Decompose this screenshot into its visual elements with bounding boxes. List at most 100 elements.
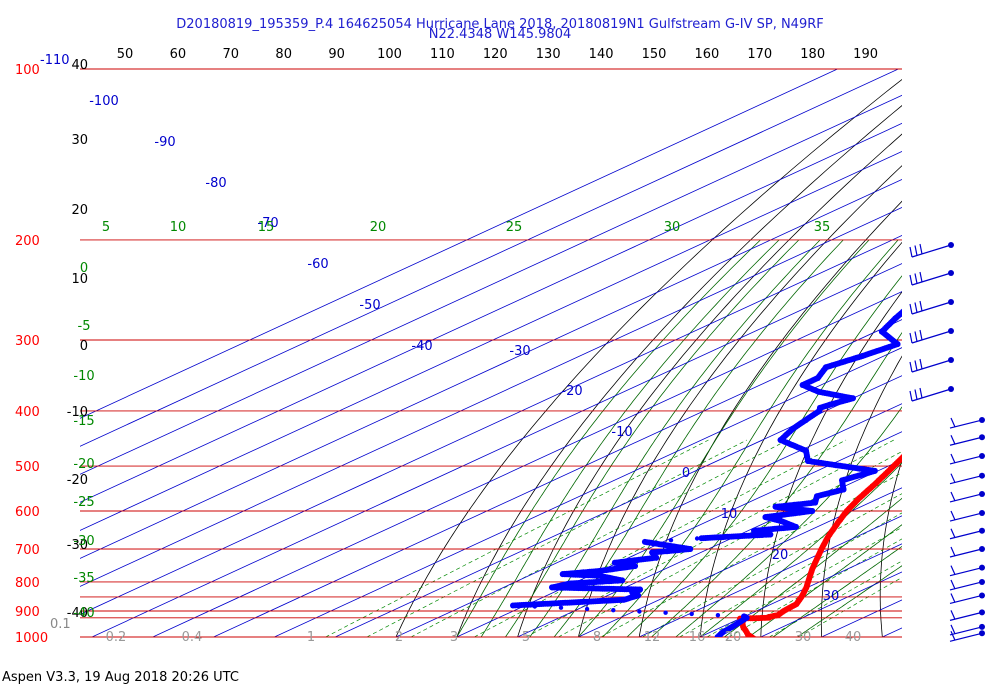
- isotherm-label: -80: [205, 176, 226, 191]
- wind-staff: [911, 272, 952, 286]
- mixing-ratio-left-label: -20: [73, 457, 94, 472]
- temperature-point: [985, 359, 991, 365]
- top-temperature-label: 100: [377, 47, 402, 62]
- mixing-ratio-bottom-label: 30: [795, 630, 812, 645]
- pressure-tick-label: 400: [15, 405, 40, 420]
- temperature-point: [962, 387, 968, 393]
- isotherm-label: -10: [611, 425, 632, 440]
- dewpoint-point: [584, 606, 590, 612]
- dewpoint-point: [904, 305, 910, 311]
- temperature-point: [964, 385, 970, 391]
- temperature-point: [946, 406, 952, 412]
- temperature-point: [945, 408, 951, 414]
- wind-feather: [919, 271, 923, 283]
- dewpoint-point: [936, 295, 942, 301]
- wind-feather: [950, 624, 956, 635]
- mixing-ratio-bottom-label: 5: [522, 630, 530, 645]
- mixing-ratio-left-label: 0: [80, 261, 88, 276]
- moist-adiabat: [772, 545, 902, 637]
- mixing-ratio-bottom-label: 16: [689, 630, 706, 645]
- wind-staff: [911, 330, 952, 344]
- dewpoint-point: [922, 299, 928, 305]
- temperature-point: [975, 370, 981, 376]
- dewpoint-point: [944, 293, 950, 299]
- isotherm-label: 0: [682, 466, 690, 481]
- temperature-point: [954, 399, 960, 405]
- top-temperature-label: 140: [589, 47, 614, 62]
- mixing-ratio-top-label: 20: [370, 220, 387, 235]
- dewpoint-point: [558, 605, 564, 610]
- dewpoint-point: [926, 298, 932, 304]
- dewpoint-point: [994, 247, 1000, 253]
- temperature-point: [899, 454, 902, 461]
- pressure-tick-label: 300: [15, 334, 40, 349]
- isotherm-label: -70: [257, 216, 278, 231]
- mixing-ratio-left-label: -30: [73, 534, 94, 549]
- temperature-point: [933, 420, 939, 426]
- temperature-point: [924, 429, 930, 435]
- pressure-tick-label: 100: [15, 63, 40, 78]
- dry-adiabat: [699, 241, 902, 637]
- isotherm: [80, 122, 902, 503]
- isotherm: [152, 291, 902, 637]
- temperature-point: [996, 347, 1000, 353]
- isotherm: [80, 178, 902, 559]
- dewpoint-point: [899, 309, 902, 315]
- temperature-point: [942, 411, 948, 417]
- wind-feather: [909, 390, 913, 402]
- dewpoint-point: [983, 264, 989, 270]
- wind-feather: [950, 528, 956, 538]
- mixing-ratio-left-label: -35: [73, 571, 94, 586]
- temperature-point: [972, 374, 978, 380]
- mixing-ratio-bottom-label: 40: [845, 630, 862, 645]
- pressure-tick-label: 700: [15, 543, 40, 558]
- dewpoint-point: [946, 292, 952, 298]
- pressure-tick-label: 800: [15, 576, 40, 591]
- dewpoint-point: [947, 290, 953, 296]
- mixing-ratio-top-label: 35: [814, 220, 831, 235]
- wind-barb: [949, 452, 985, 465]
- wind-barb: [949, 609, 985, 621]
- wind-feather: [950, 510, 956, 521]
- wind-staff: [911, 301, 952, 315]
- dewpoint-point: [715, 613, 721, 618]
- mixing-ratio-left-label: -5: [78, 319, 91, 334]
- moist-adiabat: [797, 565, 902, 637]
- top-temperature-label: 180: [800, 47, 825, 62]
- temperature-point: [909, 446, 915, 452]
- dewpoint-point: [950, 282, 956, 288]
- pressure-tick-label: 600: [15, 505, 40, 520]
- isotherm: [80, 207, 902, 587]
- mixing-ratio-left-label: -25: [73, 495, 94, 510]
- temperature-point: [928, 424, 934, 430]
- dewpoint-point: [955, 279, 961, 285]
- top-temperature-label: 70: [223, 47, 240, 62]
- dewpoint-point: [642, 539, 648, 545]
- top-temperature-label: 160: [694, 47, 719, 62]
- top-temperature-label: 170: [747, 47, 772, 62]
- dewpoint-point: [985, 261, 991, 267]
- temperature-point: [931, 421, 937, 427]
- wind-feather: [919, 358, 923, 370]
- wind-barb: [949, 592, 985, 605]
- mixing-ratio-top-label: 5: [102, 220, 110, 235]
- isotherm-label: -20: [561, 384, 582, 399]
- mixing-ratio-corner-label: 0.1: [50, 617, 71, 632]
- dewpoint-point: [988, 258, 994, 264]
- temperature-point: [936, 417, 942, 423]
- dry-adiabat: [993, 69, 1000, 637]
- dewpoint-point: [981, 266, 987, 272]
- temperature-point: [988, 356, 994, 362]
- temperature-point: [961, 389, 967, 395]
- mixing-ratio-left-label: -10: [73, 369, 94, 384]
- temperature-point: [980, 364, 986, 370]
- mixing-ratio-bottom-label: 20: [725, 630, 742, 645]
- dewpoint-point: [952, 281, 958, 287]
- dewpoint-point: [957, 278, 963, 284]
- top-temperature-label: 90: [328, 47, 345, 62]
- wind-staff: [911, 359, 952, 373]
- left-temperature-label: 20: [71, 203, 88, 218]
- temperature-point: [967, 380, 973, 386]
- isotherm: [80, 69, 838, 419]
- isotherm-label: 30: [823, 589, 840, 604]
